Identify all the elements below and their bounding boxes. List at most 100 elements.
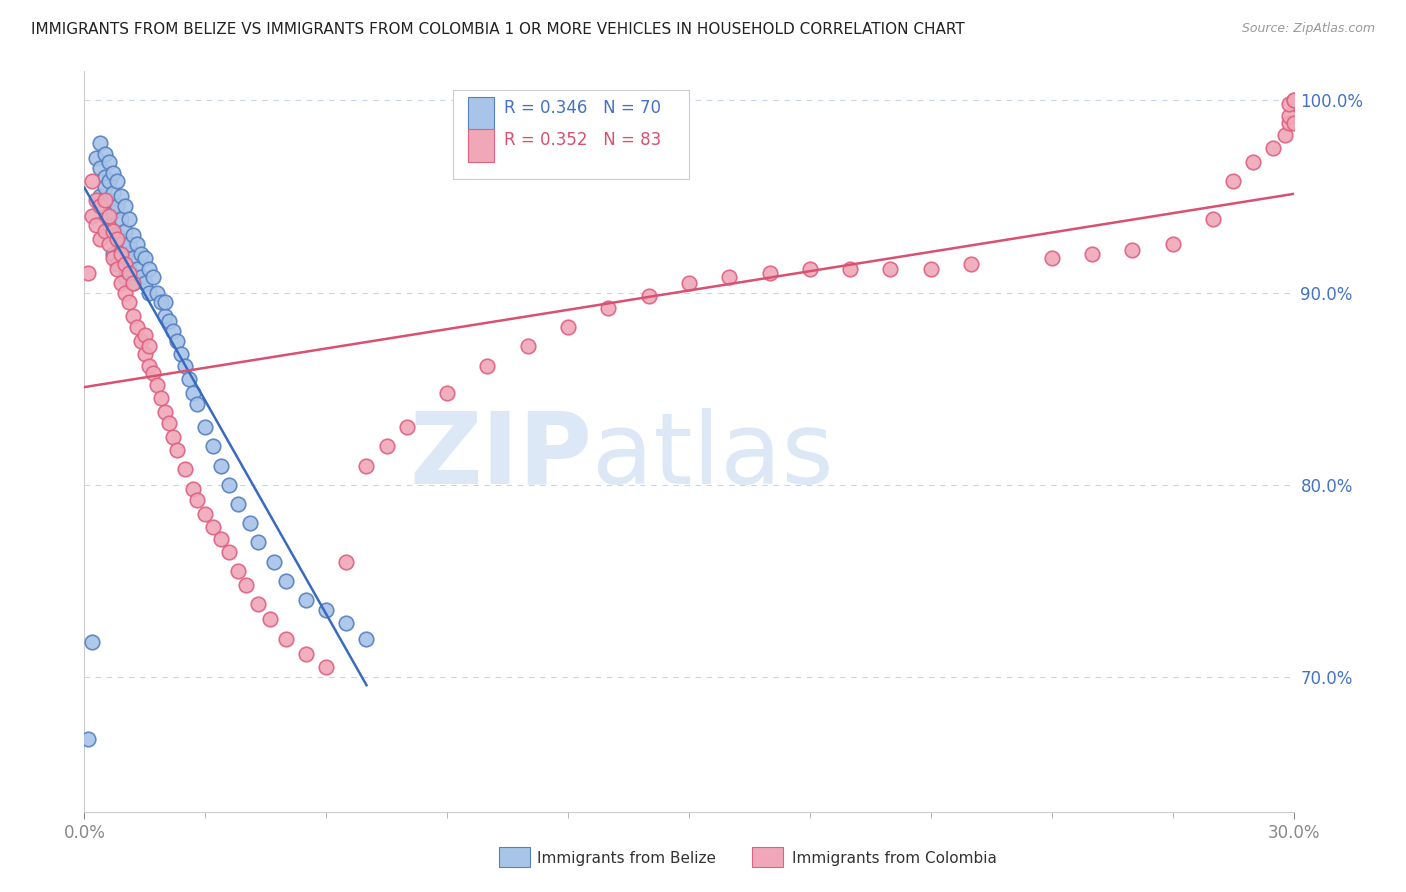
Text: IMMIGRANTS FROM BELIZE VS IMMIGRANTS FROM COLOMBIA 1 OR MORE VEHICLES IN HOUSEHO: IMMIGRANTS FROM BELIZE VS IMMIGRANTS FRO…: [31, 22, 965, 37]
Point: [121, 276, 143, 290]
Point: [101, 186, 124, 200]
Point: [557, 320, 579, 334]
Point: [125, 262, 148, 277]
Point: [174, 359, 197, 373]
Point: [181, 385, 204, 400]
Point: [121, 251, 143, 265]
Text: atlas: atlas: [592, 408, 834, 505]
Point: [93, 224, 115, 238]
Point: [101, 247, 124, 261]
Point: [97, 218, 120, 232]
Point: [194, 507, 217, 521]
Point: [110, 189, 132, 203]
Point: [101, 251, 124, 265]
Point: [315, 603, 337, 617]
Point: [1274, 128, 1296, 142]
Point: [477, 359, 499, 373]
Point: [118, 295, 141, 310]
Point: [1081, 247, 1104, 261]
Point: [375, 439, 398, 453]
Point: [101, 227, 124, 242]
Point: [226, 497, 249, 511]
Point: [153, 309, 176, 323]
Point: [274, 632, 297, 646]
Point: [202, 520, 225, 534]
Point: [295, 593, 318, 607]
Point: [259, 612, 281, 626]
Point: [186, 493, 208, 508]
Point: [149, 391, 172, 405]
Text: Immigrants from Colombia: Immigrants from Colombia: [792, 851, 997, 865]
Point: [356, 458, 378, 473]
Point: [170, 347, 193, 361]
Point: [138, 285, 160, 300]
Point: [153, 295, 176, 310]
Point: [1222, 174, 1244, 188]
Point: [1278, 97, 1301, 112]
Point: [718, 270, 741, 285]
Point: [1040, 251, 1063, 265]
Point: [138, 262, 160, 277]
Point: [134, 327, 156, 342]
Point: [114, 247, 136, 261]
Point: [174, 462, 197, 476]
Point: [226, 565, 249, 579]
Point: [153, 405, 176, 419]
Point: [239, 516, 262, 531]
Point: [166, 443, 188, 458]
Point: [114, 224, 136, 238]
Point: [101, 204, 124, 219]
Point: [146, 377, 169, 392]
Point: [89, 136, 111, 150]
Point: [110, 276, 132, 290]
Point: [110, 212, 132, 227]
Point: [118, 266, 141, 280]
Point: [758, 266, 780, 280]
Point: [516, 339, 538, 353]
Text: R = 0.352   N = 83: R = 0.352 N = 83: [503, 131, 661, 149]
Point: [114, 285, 136, 300]
Point: [129, 334, 152, 348]
Point: [194, 420, 217, 434]
Point: [146, 285, 169, 300]
Point: [93, 193, 115, 207]
Point: [118, 212, 141, 227]
Point: [110, 237, 132, 252]
Point: [202, 439, 225, 453]
Point: [105, 232, 128, 246]
Point: [121, 309, 143, 323]
Point: [97, 237, 120, 252]
Point: [246, 535, 269, 549]
Point: [101, 166, 124, 180]
Point: [839, 262, 862, 277]
Point: [149, 295, 172, 310]
Point: [86, 193, 108, 207]
Point: [274, 574, 297, 588]
Point: [315, 660, 337, 674]
Point: [114, 270, 136, 285]
Point: [235, 578, 257, 592]
Point: [105, 257, 128, 271]
Point: [105, 199, 128, 213]
Point: [97, 154, 120, 169]
Point: [97, 209, 120, 223]
Point: [142, 270, 165, 285]
Point: [77, 266, 100, 280]
Point: [89, 199, 111, 213]
Point: [86, 218, 108, 232]
Point: [125, 320, 148, 334]
Point: [93, 179, 115, 194]
Point: [89, 161, 111, 175]
Point: [209, 532, 232, 546]
Point: [218, 545, 240, 559]
Point: [105, 262, 128, 277]
Point: [138, 359, 160, 373]
Point: [1278, 116, 1301, 130]
Point: [121, 227, 143, 242]
Point: [138, 339, 160, 353]
Point: [1282, 93, 1305, 107]
Point: [356, 632, 378, 646]
Text: R = 0.346   N = 70: R = 0.346 N = 70: [503, 99, 661, 118]
Point: [1263, 141, 1285, 155]
Point: [93, 147, 115, 161]
